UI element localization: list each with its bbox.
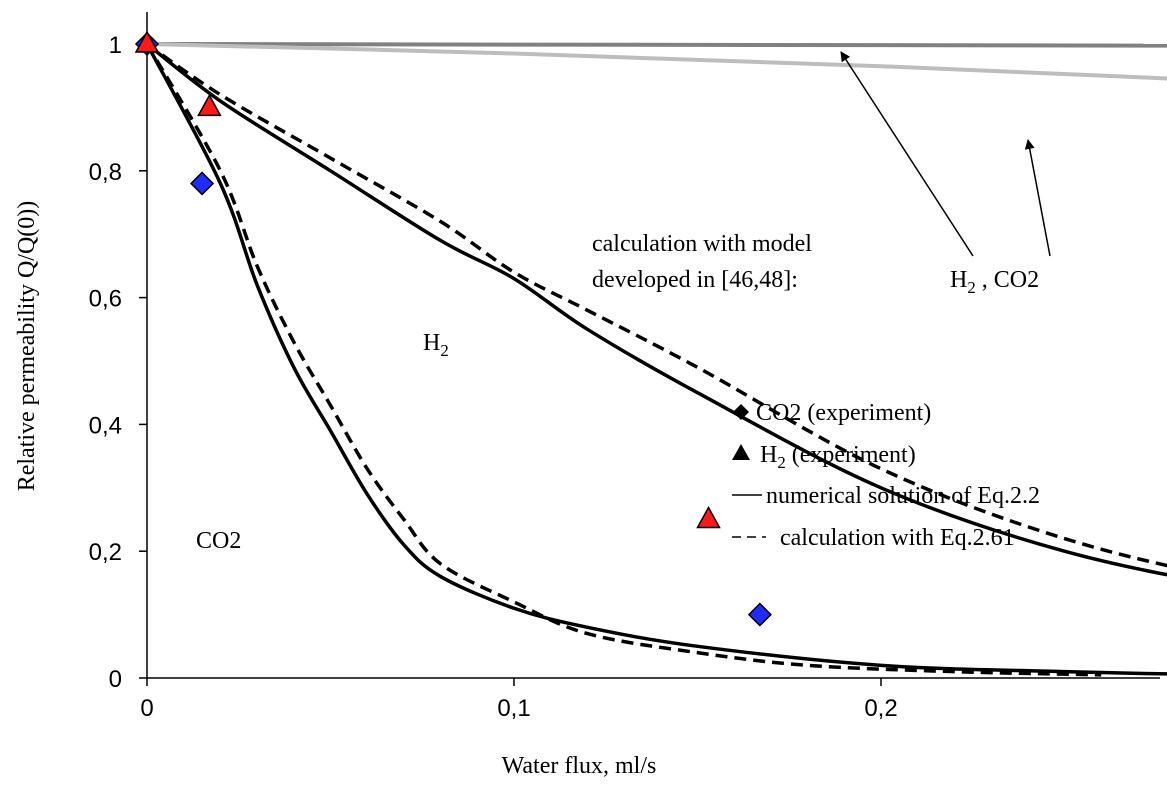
h2-experiment-point <box>197 93 222 117</box>
y-tick-label: 0 <box>109 666 122 693</box>
y-axis-label: Relative permeability Q/Q(0)) <box>14 201 40 492</box>
y-tick-label: 1 <box>109 32 122 59</box>
y-tick-label: 0,8 <box>89 159 122 186</box>
co2-experiment-point <box>747 602 772 627</box>
model-annotation-line2: developed in [46,48]: <box>592 267 798 293</box>
legend-entry-co2: CO2 (experiment) <box>756 400 931 426</box>
legend-entry-calculation: calculation with Eq.2.61 <box>780 525 1015 551</box>
x-tick-label: 0,2 <box>864 695 897 722</box>
model-annotation-line1: calculation with model <box>592 231 812 257</box>
legend-diamond-icon <box>733 404 749 420</box>
series-line-1 <box>145 43 1102 677</box>
model-gases-label: H2 , CO2 <box>950 267 1039 297</box>
series-layer <box>145 42 1167 677</box>
legend-entry-h2: H2 (experiment) <box>760 442 916 472</box>
series-line-0 <box>145 43 1167 676</box>
x-tick-label: 0 <box>140 695 153 722</box>
legend-entry-numerical: numerical solution of Eq.2.2 <box>766 483 1040 509</box>
co2-curve-label: CO2 <box>196 528 241 554</box>
series-line-5 <box>146 42 1167 81</box>
co2-experiment-point <box>189 171 215 196</box>
series-line-2 <box>145 42 1167 577</box>
h2-experiment-point <box>696 505 721 529</box>
y-tick-label: 0,4 <box>89 412 122 439</box>
annotation-arrows <box>840 51 1051 257</box>
x-tick-label: 0,1 <box>497 695 530 722</box>
y-tick-label: 0,6 <box>89 286 122 313</box>
arrow-to-co2-model <box>1024 139 1051 257</box>
x-axis-label: Water flux, ml/s <box>502 753 657 779</box>
legend-triangle-icon <box>732 444 750 460</box>
arrow-to-h2-model <box>840 51 974 257</box>
y-tick-label: 0,2 <box>89 539 122 566</box>
series-line-4 <box>146 42 1167 48</box>
experiment-markers <box>134 30 772 627</box>
h2-experiment-point <box>134 30 160 53</box>
text-labels: calculation with model developed in [46,4… <box>196 231 1040 554</box>
h2-curve-label: H2 <box>423 330 449 360</box>
